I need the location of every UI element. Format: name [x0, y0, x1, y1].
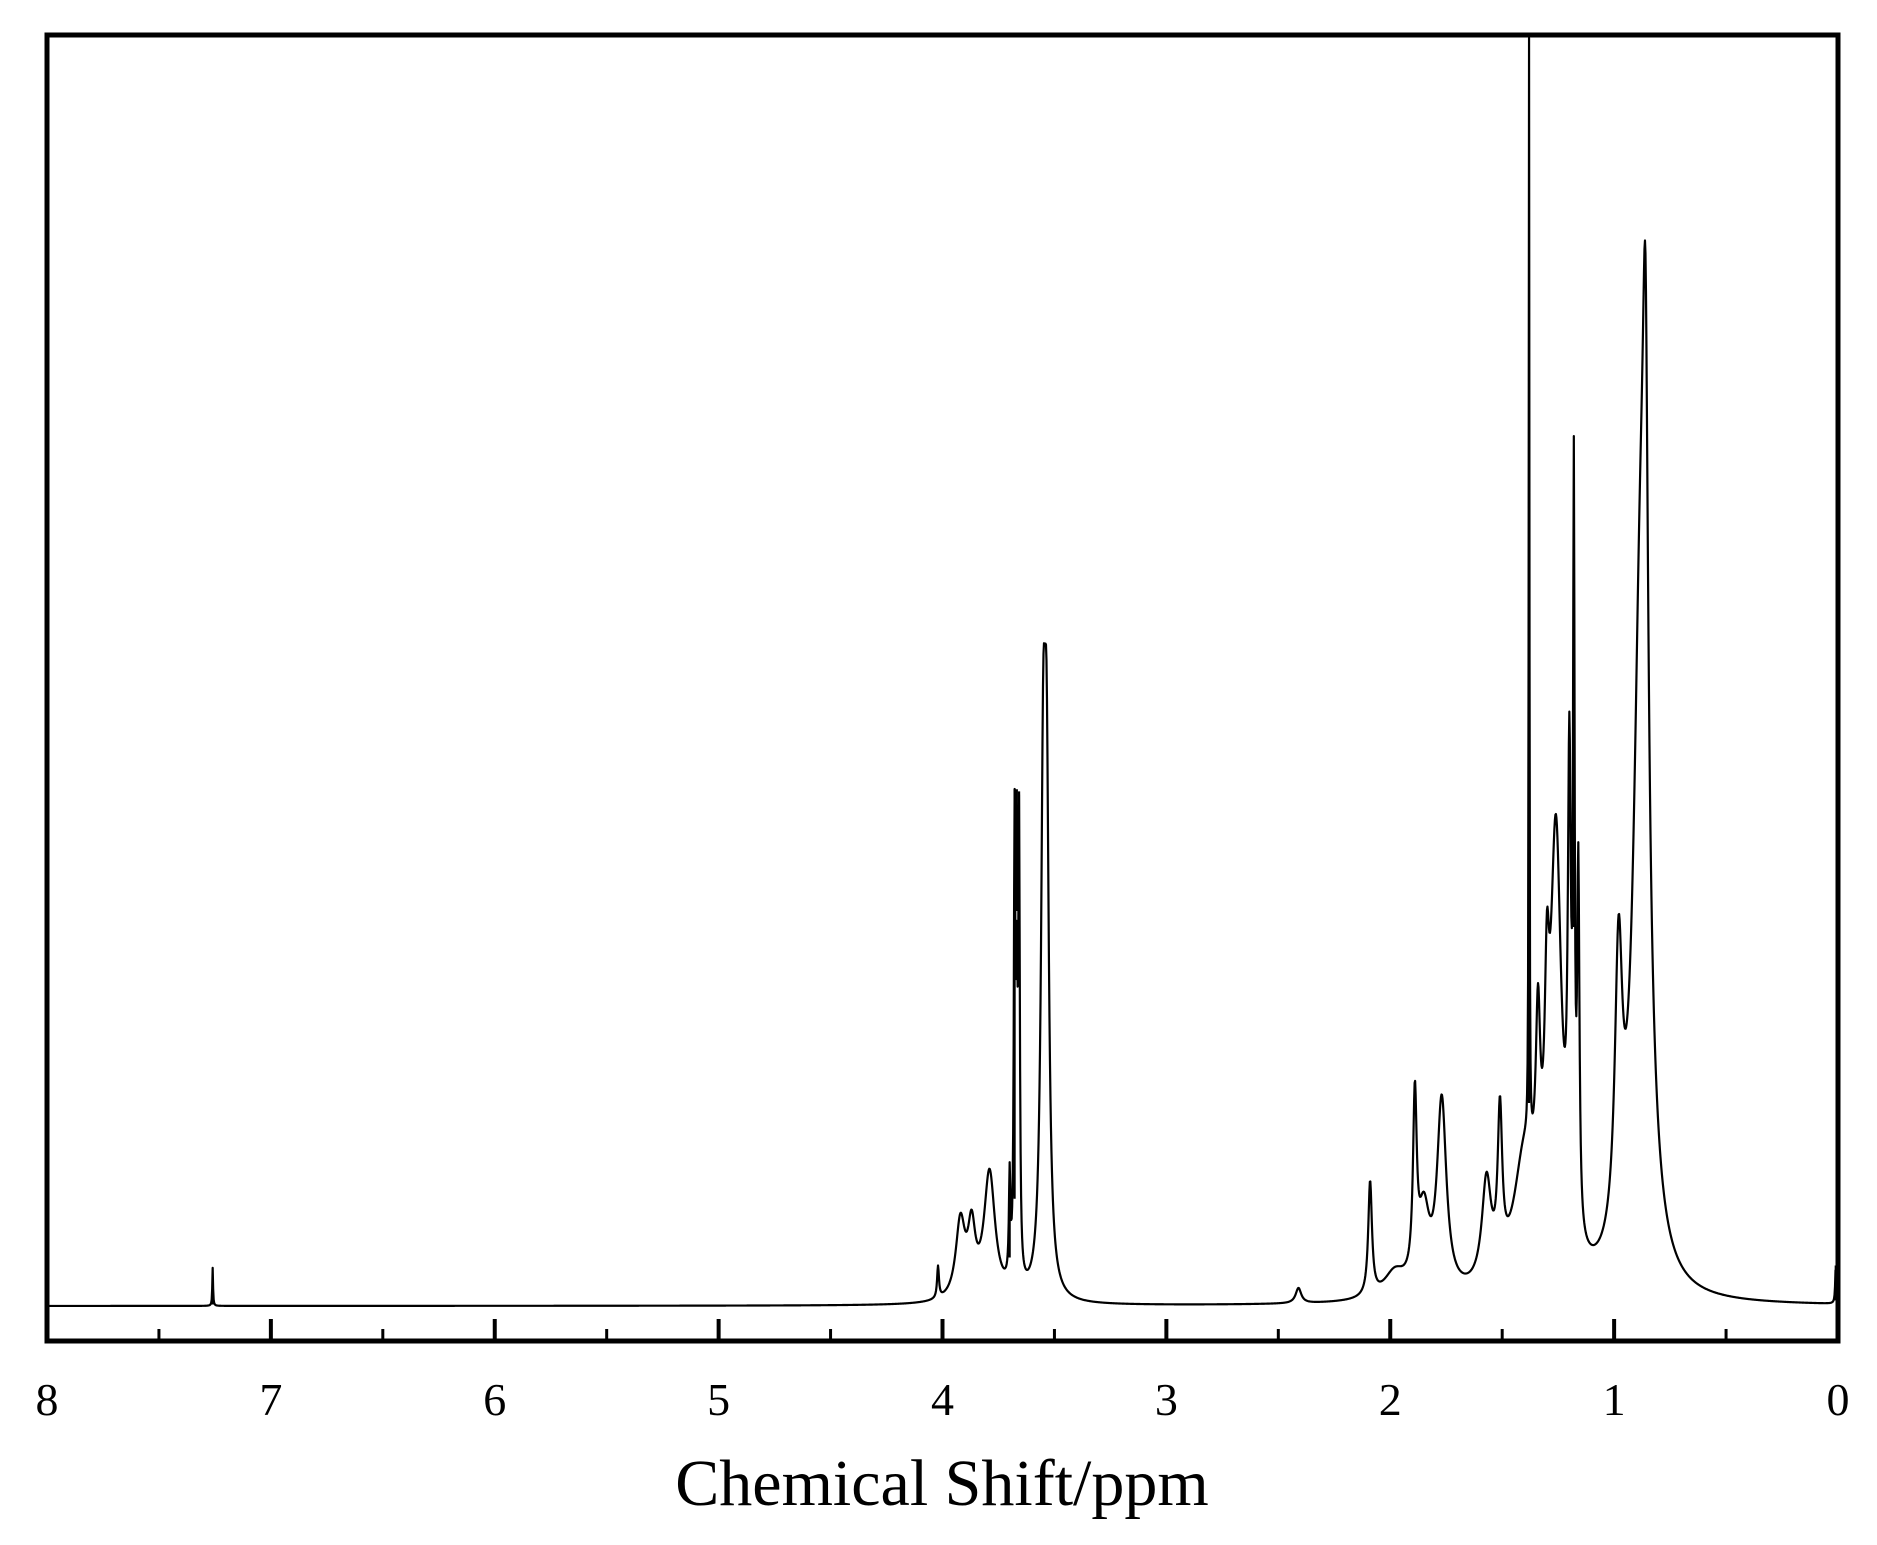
- x-tick-label: 7: [259, 1374, 282, 1425]
- x-tick-label: 2: [1379, 1374, 1402, 1425]
- x-tick-label: 6: [483, 1374, 506, 1425]
- x-tick-label: 4: [931, 1374, 954, 1425]
- x-tick-label: 1: [1603, 1374, 1626, 1425]
- x-tick-label: 0: [1827, 1374, 1850, 1425]
- x-tick-label: 5: [707, 1374, 730, 1425]
- x-axis-title: Chemical Shift/ppm: [675, 1447, 1208, 1520]
- spectrum-line: [46, 36, 1840, 1308]
- x-axis-ticks: [45, 1319, 1840, 1341]
- x-tick-label: 3: [1155, 1374, 1178, 1425]
- plot-frame: [44, 32, 1841, 1344]
- x-axis-tick-labels: 8 7 6 5 4 3 2 1 0: [36, 1374, 1850, 1425]
- x-tick-label: 8: [36, 1374, 59, 1425]
